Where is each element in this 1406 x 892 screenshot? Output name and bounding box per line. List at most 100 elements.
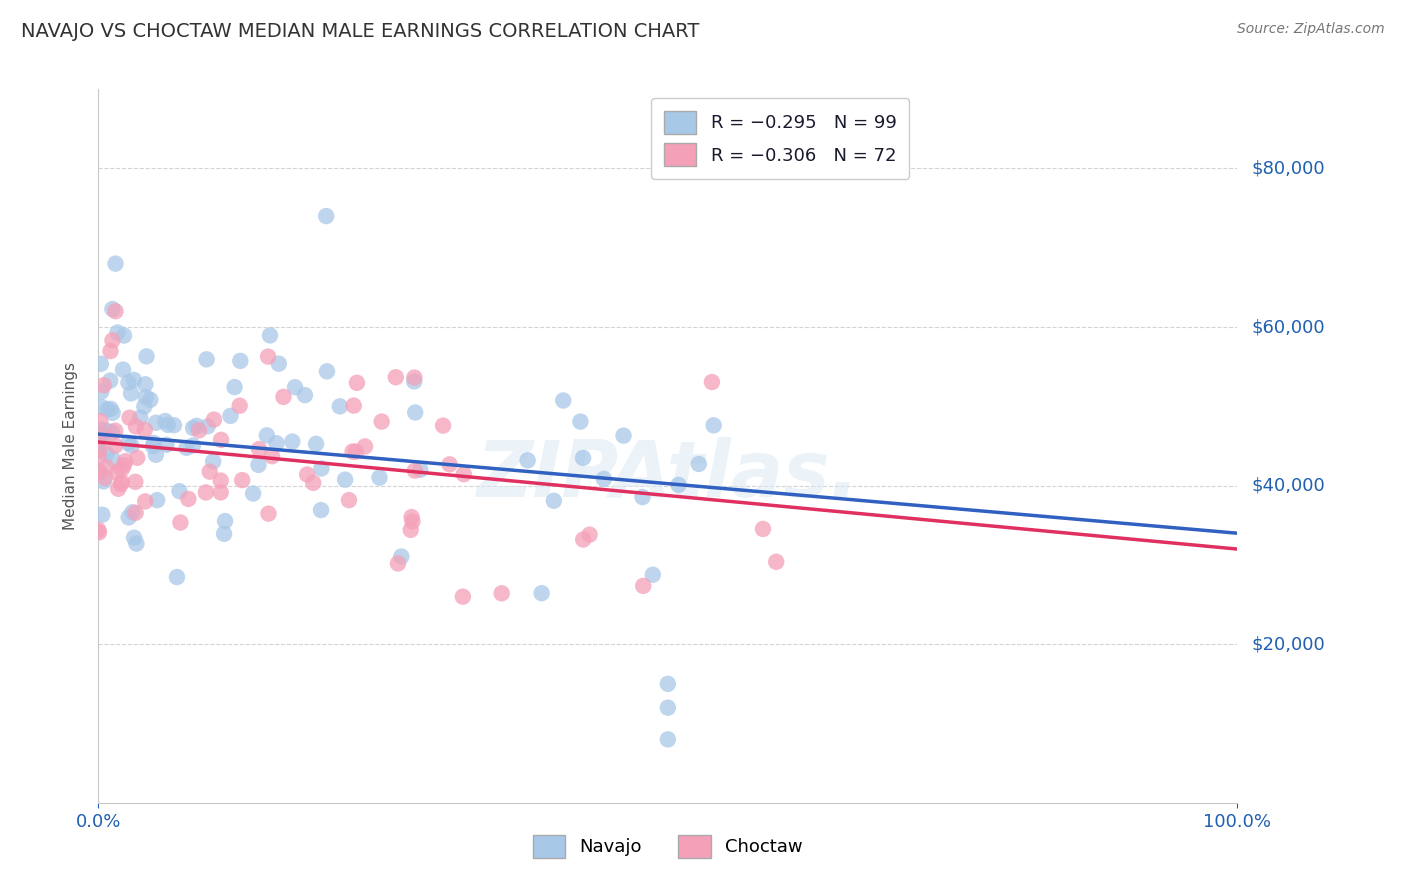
- Point: [553, 393, 575, 408]
- Point: [135, 349, 157, 363]
- Point: [111, 475, 134, 490]
- Point: [516, 453, 538, 467]
- Point: [302, 475, 325, 490]
- Text: $40,000: $40,000: [1251, 476, 1324, 495]
- Point: [229, 354, 252, 368]
- Point: [224, 380, 246, 394]
- Point: [122, 373, 145, 387]
- Point: [309, 503, 332, 517]
- Point: [202, 412, 225, 426]
- Point: [198, 465, 221, 479]
- Point: [122, 531, 145, 545]
- Point: [284, 380, 307, 394]
- Point: [166, 570, 188, 584]
- Y-axis label: Median Male Earnings: Median Male Earnings: [63, 362, 77, 530]
- Point: [209, 433, 232, 447]
- Point: [121, 439, 143, 453]
- Text: $60,000: $60,000: [1251, 318, 1324, 336]
- Text: Source: ZipAtlas.com: Source: ZipAtlas.com: [1237, 22, 1385, 37]
- Point: [93, 475, 115, 489]
- Point: [87, 427, 110, 442]
- Point: [125, 419, 148, 434]
- Point: [572, 533, 595, 547]
- Point: [129, 410, 152, 425]
- Point: [107, 482, 129, 496]
- Point: [451, 590, 474, 604]
- Point: [127, 450, 149, 465]
- Point: [91, 508, 114, 522]
- Point: [100, 344, 122, 359]
- Point: [120, 386, 142, 401]
- Point: [125, 536, 148, 550]
- Point: [399, 523, 422, 537]
- Point: [260, 449, 283, 463]
- Point: [247, 458, 270, 472]
- Point: [118, 410, 141, 425]
- Point: [121, 505, 143, 519]
- Point: [101, 301, 124, 316]
- Point: [346, 376, 368, 390]
- Point: [315, 209, 337, 223]
- Point: [117, 435, 139, 450]
- Point: [100, 401, 122, 416]
- Point: [657, 732, 679, 747]
- Point: [765, 555, 787, 569]
- Point: [214, 514, 236, 528]
- Point: [342, 444, 364, 458]
- Point: [194, 485, 217, 500]
- Point: [578, 527, 600, 541]
- Point: [752, 522, 775, 536]
- Point: [401, 510, 423, 524]
- Point: [219, 409, 242, 423]
- Point: [124, 506, 146, 520]
- Point: [389, 549, 412, 564]
- Point: [247, 442, 270, 457]
- Point: [139, 392, 162, 407]
- Point: [114, 454, 136, 468]
- Point: [329, 400, 352, 414]
- Point: [197, 419, 219, 434]
- Point: [631, 579, 654, 593]
- Point: [333, 473, 356, 487]
- Point: [89, 430, 111, 444]
- Point: [112, 328, 135, 343]
- Point: [231, 473, 253, 487]
- Point: [107, 326, 129, 340]
- Point: [267, 357, 290, 371]
- Point: [257, 350, 280, 364]
- Text: $80,000: $80,000: [1251, 160, 1324, 178]
- Point: [266, 436, 288, 450]
- Point: [337, 493, 360, 508]
- Point: [87, 525, 110, 540]
- Point: [87, 443, 110, 458]
- Point: [543, 493, 565, 508]
- Point: [118, 510, 141, 524]
- Point: [354, 439, 377, 453]
- Point: [530, 586, 553, 600]
- Point: [104, 424, 127, 438]
- Point: [409, 463, 432, 477]
- Point: [145, 448, 167, 462]
- Point: [657, 677, 679, 691]
- Point: [439, 458, 461, 472]
- Point: [101, 334, 124, 348]
- Point: [316, 364, 339, 378]
- Point: [163, 418, 186, 433]
- Point: [432, 418, 454, 433]
- Point: [273, 390, 295, 404]
- Point: [176, 441, 198, 455]
- Point: [453, 467, 475, 482]
- Point: [155, 414, 177, 428]
- Point: [89, 414, 111, 428]
- Point: [134, 377, 156, 392]
- Point: [404, 370, 426, 384]
- Point: [404, 464, 426, 478]
- Point: [228, 399, 250, 413]
- Point: [257, 507, 280, 521]
- Point: [104, 257, 127, 271]
- Point: [91, 428, 114, 442]
- Point: [89, 465, 111, 479]
- Point: [104, 304, 127, 318]
- Point: [134, 494, 156, 508]
- Point: [142, 436, 165, 450]
